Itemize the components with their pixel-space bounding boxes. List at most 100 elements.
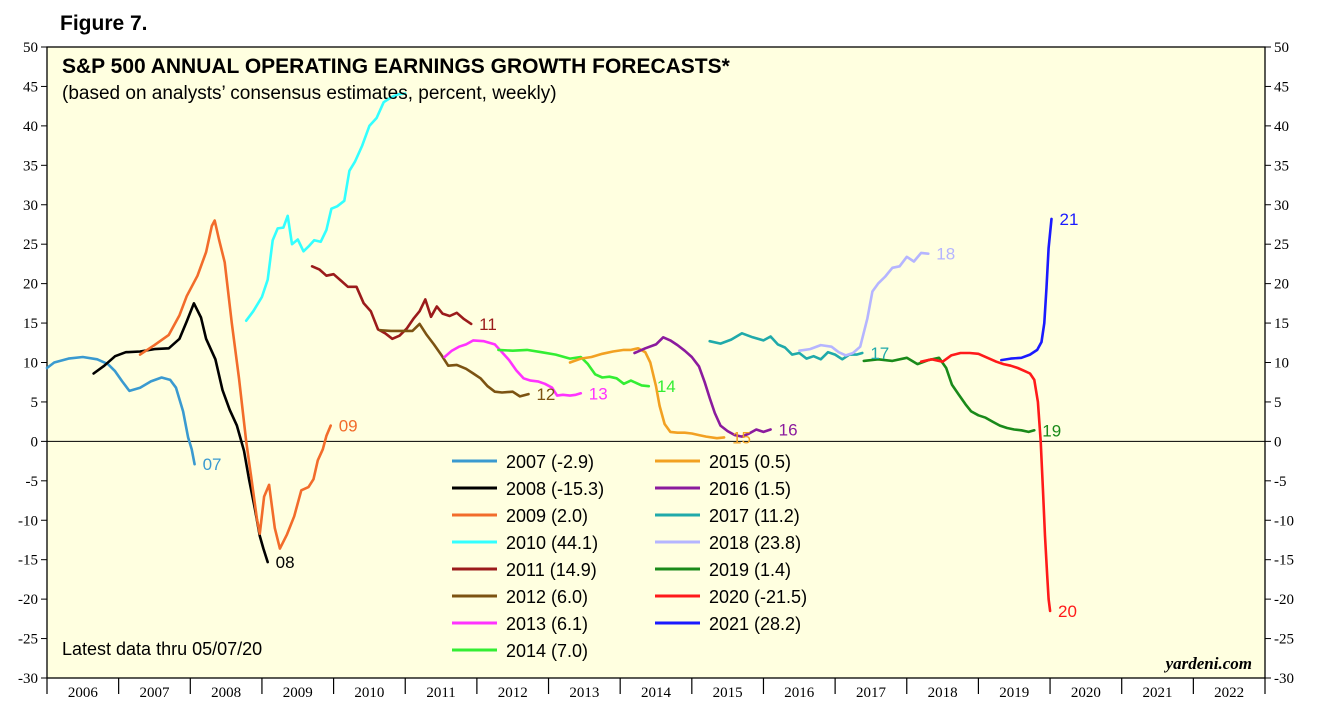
series-end-label-9: 16 (779, 421, 798, 440)
y-tick-label-right: 10 (1274, 356, 1289, 372)
series-line-2 (138, 219, 332, 550)
series-end-label-6: 13 (589, 384, 608, 403)
y-tick-label-right: -30 (1274, 671, 1294, 687)
legend-label: 2009 (2.0) (506, 506, 588, 526)
y-tick-label-left: 20 (23, 277, 38, 293)
series-end-labels: 07 08 09 11 12 13 14 15 16 17 18 19 20 21 (203, 210, 1079, 621)
x-tick-label: 2020 (1071, 685, 1101, 701)
series-line-1 (92, 302, 269, 564)
y-tick-label-left: 25 (23, 237, 38, 253)
legend-label: 2012 (6.0) (506, 587, 588, 607)
x-tick-label: 2014 (641, 685, 672, 701)
y-tick-label-right: 30 (1274, 198, 1289, 214)
chart-title: S&P 500 ANNUAL OPERATING EARNINGS GROWTH… (62, 55, 731, 78)
series-end-label-8: 15 (732, 428, 751, 447)
x-axis: 2006 2007 2008 2009 2010 2011 2012 2013 2014 2015… (46, 678, 1266, 701)
x-tick-label: 2015 (713, 685, 743, 701)
x-tick-label: 2009 (283, 685, 313, 701)
x-tick-label: 2010 (354, 685, 384, 701)
legend-label: 2016 (1.5) (709, 479, 791, 499)
y-tick-label-right: -10 (1274, 513, 1294, 529)
y-tick-label-right: -20 (1274, 592, 1294, 608)
y-tick-label-left: 0 (31, 434, 39, 450)
series-end-label-0: 07 (203, 455, 222, 474)
y-tick-label-left: -5 (26, 474, 39, 490)
y-tick-label-left: -30 (18, 671, 38, 687)
series-line-7 (497, 348, 651, 388)
series-line-14 (1000, 217, 1053, 362)
legend-label: 2015 (0.5) (709, 452, 791, 472)
y-tick-label-right: 15 (1274, 316, 1289, 332)
series-line-3 (244, 92, 407, 322)
series-line-11 (798, 251, 930, 357)
y-tick-label-left: 5 (31, 395, 39, 411)
series-end-label-4: 11 (479, 315, 497, 334)
series-end-label-5: 12 (536, 385, 555, 404)
y-tick-label-right: 5 (1274, 395, 1282, 411)
legend-label: 2019 (1.4) (709, 560, 791, 580)
y-tick-label-right: 45 (1274, 79, 1289, 95)
series-end-label-2: 09 (339, 417, 358, 436)
x-tick-label: 2018 (928, 685, 958, 701)
series-end-label-13: 20 (1058, 602, 1077, 621)
legend-label: 2020 (-21.5) (709, 587, 807, 607)
series-end-label-11: 18 (936, 245, 955, 264)
y-tick-label-right: 35 (1274, 158, 1289, 174)
legend-label: 2007 (-2.9) (506, 452, 594, 472)
y-tick-label-left: 10 (23, 356, 38, 372)
figure-label: Figure 7. (60, 12, 148, 35)
y-tick-label-right: 40 (1274, 119, 1289, 135)
legend-label: 2017 (11.2) (709, 506, 800, 526)
y-tick-label-left: 45 (23, 79, 38, 95)
series-lines (45, 92, 1053, 613)
y-tick-label-left: 30 (23, 198, 38, 214)
series-line-10 (708, 332, 864, 361)
x-tick-label: 2008 (211, 685, 241, 701)
y-tick-label-left: 15 (23, 316, 38, 332)
x-tick-label: 2012 (498, 685, 528, 701)
y-tick-label-left: 50 (23, 40, 38, 56)
y-tick-label-right: -5 (1274, 474, 1287, 490)
chart-subtitle: (based on analysts’ consensus estimates,… (62, 83, 557, 104)
y-tick-label-right: 50 (1274, 40, 1289, 56)
series-line-0 (45, 355, 196, 466)
series-line-13 (919, 351, 1052, 613)
series-end-label-10: 17 (870, 344, 889, 363)
series-line-9 (633, 336, 772, 438)
y-tick-label-right: -25 (1274, 632, 1294, 648)
legend-label: 2014 (7.0) (506, 641, 588, 661)
series-line-4 (310, 265, 473, 341)
legend-label: 2011 (14.9) (506, 560, 597, 580)
x-tick-label: 2013 (569, 685, 599, 701)
y-tick-label-left: 35 (23, 158, 38, 174)
legend-label: 2021 (28.2) (709, 614, 801, 634)
legend-label: 2013 (6.1) (506, 614, 588, 634)
series-line-5 (378, 322, 530, 398)
x-tick-label: 2011 (426, 685, 455, 701)
x-tick-label: 2021 (1143, 685, 1173, 701)
y-tick-label-right: 20 (1274, 277, 1289, 293)
series-end-label-14: 21 (1059, 210, 1078, 229)
y-tick-label-right: -15 (1274, 553, 1294, 569)
series-line-8 (568, 347, 726, 440)
legend: 2007 (-2.9) 2008 (-15.3) 2009 (2.0) 2010 (4… (452, 452, 807, 661)
brand-watermark: yardeni.com (1164, 654, 1252, 673)
y-tick-label-right: 0 (1274, 434, 1282, 450)
legend-label: 2010 (44.1) (506, 533, 598, 553)
y-tick-label-left: 40 (23, 119, 38, 135)
x-tick-label: 2022 (1214, 685, 1244, 701)
legend-label: 2018 (23.8) (709, 533, 801, 553)
y-tick-label-left: -15 (18, 553, 38, 569)
x-tick-label: 2016 (784, 685, 815, 701)
x-tick-label: 2019 (999, 685, 1029, 701)
y-tick-label-left: -20 (18, 592, 38, 608)
series-end-label-12: 19 (1042, 421, 1061, 440)
y-tick-label-left: -10 (18, 513, 38, 529)
series-line-6 (443, 339, 583, 397)
plot-area (46, 46, 1266, 679)
latest-data-note: Latest data thru 05/07/20 (62, 639, 262, 659)
series-line-12 (862, 356, 1036, 434)
